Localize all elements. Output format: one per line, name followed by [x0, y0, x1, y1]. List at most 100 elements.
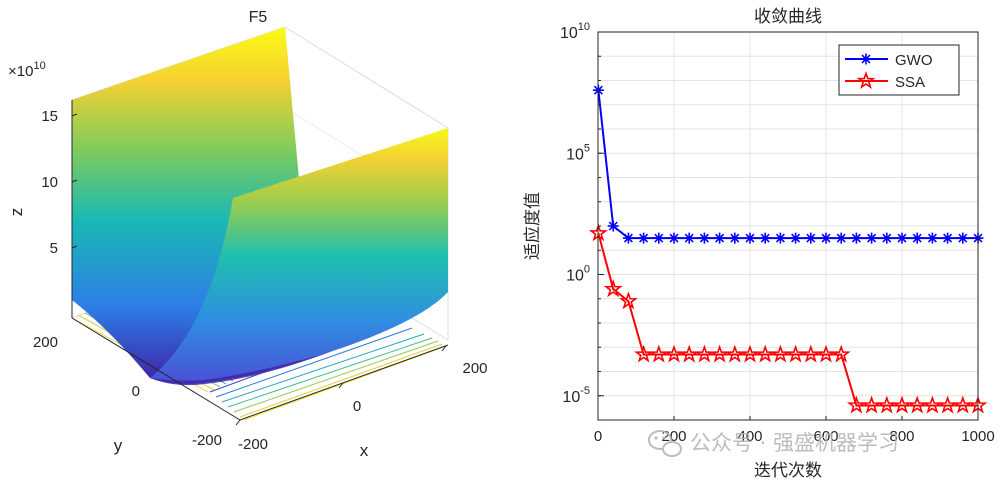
asterisk-stroke: [608, 221, 618, 231]
data-point: [653, 232, 665, 244]
data-point: [649, 344, 669, 363]
data-point: [786, 344, 806, 363]
asterisk-stroke: [836, 233, 846, 243]
data-point: [740, 344, 760, 363]
wechat-icon: [648, 430, 682, 457]
z-tick-label: 10: [41, 174, 58, 191]
y-tick-label: 105: [566, 142, 590, 163]
data-point: [957, 232, 969, 244]
data-point: [862, 395, 882, 414]
data-point: [790, 232, 802, 244]
legend-marker-gwo: [860, 53, 872, 65]
z-axis-label: z: [7, 208, 26, 217]
data-point: [744, 232, 756, 244]
asterisk-stroke: [851, 233, 861, 243]
x-tick-label: 600: [813, 428, 838, 445]
convergence-title: 收敛曲线: [754, 7, 822, 27]
data-point: [850, 232, 862, 244]
data-point: [759, 232, 771, 244]
data-point: [820, 232, 832, 244]
convergence-plot: 0 200 400 600 800 1000 1010 105 100 10-5 收敛曲线 迭代次…: [523, 7, 995, 481]
watermark: 公众号 · 强盛机器学习: [648, 430, 899, 457]
data-point: [877, 395, 897, 414]
data-point: [907, 395, 927, 414]
asterisk-stroke: [699, 233, 709, 243]
x-tick-label: 1000: [961, 428, 994, 445]
z-tick-label: 5: [50, 240, 58, 257]
z-tick-label: 15: [41, 108, 58, 125]
legend-marker-ssa: [856, 71, 876, 90]
series-ssa: [588, 223, 988, 414]
data-point: [618, 291, 638, 310]
y-tick-label: 100: [566, 264, 590, 285]
z-exponent-label: ×1010: [8, 60, 46, 80]
data-point: [801, 344, 821, 363]
asterisk-stroke: [897, 233, 907, 243]
asterisk-stroke: [861, 54, 871, 64]
data-point: [710, 344, 730, 363]
data-point: [831, 344, 851, 363]
asterisk-stroke: [791, 233, 801, 243]
asterisk-stroke: [730, 233, 740, 243]
data-point: [938, 395, 958, 414]
data-point: [922, 395, 942, 414]
x-tick-label: 800: [889, 428, 914, 445]
data-point: [668, 232, 680, 244]
data-point: [896, 232, 908, 244]
asterisk-stroke: [623, 233, 633, 243]
data-point: [774, 232, 786, 244]
asterisk-stroke: [958, 233, 968, 243]
data-point: [664, 344, 684, 363]
data-point: [698, 232, 710, 244]
data-point: [634, 344, 654, 363]
surface-tick-marks: [71, 113, 447, 426]
surface-axis-lines: [71, 100, 449, 421]
asterisk-stroke: [882, 233, 892, 243]
surface-title: F5: [249, 9, 268, 26]
legend-label-gwo: GWO: [895, 52, 933, 69]
x-axis-label: x: [360, 441, 369, 460]
y-tick-label: 0: [132, 383, 140, 400]
y-axis-label: y: [114, 436, 123, 455]
data-point: [892, 395, 912, 414]
x-tick-label: 200: [661, 428, 686, 445]
asterisk-stroke: [867, 233, 877, 243]
watermark-text: 公众号 · 强盛机器学习: [690, 431, 899, 455]
data-point: [805, 232, 817, 244]
y-tick-label: -200: [192, 432, 222, 449]
series-line-ssa: [597, 233, 978, 407]
x-tick-label: 0: [353, 398, 361, 415]
data-point: [638, 232, 650, 244]
asterisk-stroke: [927, 233, 937, 243]
legend: GWO SSA: [838, 44, 960, 96]
data-point: [770, 344, 790, 363]
convergence-x-label: 迭代次数: [754, 461, 822, 481]
asterisk-stroke: [806, 233, 816, 243]
convergence-ticks: 0 200 400 600 800 1000 1010 105 100 10-5: [560, 21, 995, 445]
data-point: [846, 395, 866, 414]
data-point: [607, 220, 619, 232]
asterisk-stroke: [760, 233, 770, 243]
data-point: [725, 344, 745, 363]
data-point: [622, 232, 634, 244]
data-point: [683, 232, 695, 244]
legend-box: [838, 44, 960, 96]
asterisk-stroke: [943, 233, 953, 243]
asterisk-stroke: [821, 233, 831, 243]
x-tick-label: 400: [737, 428, 762, 445]
data-point: [755, 344, 775, 363]
y-tick-label: 1010: [560, 21, 590, 42]
data-point: [881, 232, 893, 244]
asterisk-stroke: [715, 233, 725, 243]
data-point: [603, 279, 623, 298]
legend-label-ssa: SSA: [895, 74, 925, 91]
x-tick-label: 200: [462, 360, 487, 377]
y-tick-label: 200: [33, 334, 58, 351]
data-point: [911, 232, 923, 244]
data-point: [816, 344, 836, 363]
data-point: [953, 395, 973, 414]
asterisk-stroke: [654, 233, 664, 243]
convergence-y-label: 适应度值: [523, 192, 543, 260]
data-point: [926, 232, 938, 244]
